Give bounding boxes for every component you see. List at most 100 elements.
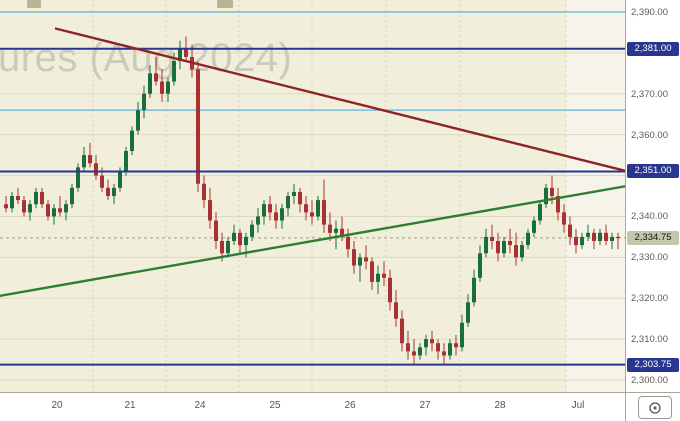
candle-body [550, 187, 554, 197]
axis-settings-button[interactable] [638, 396, 672, 419]
candle-body [100, 175, 104, 188]
price-tick: 2,310.00 [631, 334, 668, 346]
candle-body [400, 318, 404, 344]
time-tick: 27 [419, 400, 431, 411]
candle-body [358, 257, 362, 266]
candle-body [118, 171, 122, 188]
candle-body [226, 240, 230, 254]
price-tick: 2,390.00 [631, 7, 668, 18]
candle-body [130, 130, 134, 152]
candle-body [430, 339, 434, 344]
candle-body [592, 232, 596, 241]
candle-body [568, 224, 572, 237]
price-badge-230375: 2,303.75 [627, 357, 679, 372]
candle-body [364, 257, 368, 262]
candle-body [280, 208, 284, 221]
candle-body [160, 81, 164, 94]
candle-body [460, 322, 464, 348]
candle-body [184, 48, 188, 57]
candle-body [16, 196, 20, 201]
candle-body [562, 212, 566, 225]
price-tick: 2,360.00 [631, 129, 668, 141]
candle-body [526, 232, 530, 246]
candle-body [292, 191, 296, 197]
candle-body [76, 167, 80, 188]
candle-body [148, 73, 152, 94]
candle-body [220, 240, 224, 254]
candlestick-canvas[interactable] [0, 0, 625, 392]
chart-area[interactable]: ures (Aug 2024) [0, 0, 625, 392]
candle-body [388, 277, 392, 303]
candle-body [22, 200, 26, 213]
candle-body [490, 236, 494, 241]
candle-body [556, 196, 560, 213]
candle-body [442, 351, 446, 356]
candle-body [376, 273, 380, 282]
candle-body [214, 220, 218, 241]
candle-body [322, 200, 326, 225]
candle-body [508, 240, 512, 246]
candle-body [298, 191, 302, 205]
candle-body [352, 249, 356, 266]
ascending-trendline [0, 185, 625, 298]
candle-body [166, 81, 170, 94]
candle-body [346, 236, 350, 250]
price-badge-238100: 2,381.00 [627, 41, 679, 56]
candle-body [40, 191, 44, 205]
candle-body [304, 204, 308, 213]
candle-body [478, 253, 482, 278]
candle-body [154, 73, 158, 82]
candle-body [46, 204, 50, 217]
candle-body [124, 151, 128, 172]
candle-body [532, 220, 536, 233]
candle-body [208, 200, 212, 221]
candle-body [610, 236, 614, 241]
candle-body [394, 302, 398, 319]
candle-body [502, 240, 506, 254]
candle-body [94, 163, 98, 176]
cropped-text-fragment [217, 0, 233, 8]
candle-body [382, 273, 386, 278]
candle-body [250, 224, 254, 237]
candle-body [520, 245, 524, 258]
candle-body [586, 232, 590, 237]
time-tick: 28 [494, 400, 506, 411]
descending-trendline [54, 27, 625, 172]
candle-body [256, 216, 260, 225]
candle-body [10, 196, 14, 209]
candle-body [70, 187, 74, 205]
time-axis[interactable]: 20 21 24 25 26 27 28 Jul [0, 392, 625, 421]
candle-body [112, 187, 116, 197]
price-tick: 2,330.00 [631, 252, 668, 264]
candle-body [196, 69, 200, 184]
candle-body [262, 204, 266, 217]
candle-body [436, 343, 440, 352]
candle-body [58, 208, 62, 213]
watermark: ures (Aug 2024) [0, 36, 293, 80]
time-tick: 26 [344, 400, 356, 411]
time-tick: 21 [124, 400, 136, 411]
candle-body [4, 204, 8, 209]
candle-body [316, 200, 320, 217]
candle-body [484, 236, 488, 254]
candle-body [454, 343, 458, 348]
candle-body [412, 351, 416, 356]
candle-body [370, 261, 374, 282]
candle-body [52, 208, 56, 217]
candle-body [202, 183, 206, 201]
candle-body [604, 232, 608, 241]
candle-body [268, 204, 272, 213]
axis-corner [625, 392, 680, 421]
candle-body [310, 212, 314, 217]
candle-body [82, 155, 86, 168]
candle-body [514, 245, 518, 258]
price-axis[interactable]: 2,390.00 2,370.00 2,360.00 2,340.00 2,330.00… [625, 0, 680, 392]
candle-body [598, 232, 602, 241]
candle-body [580, 236, 584, 246]
candle-body [496, 240, 500, 254]
candle-body [172, 61, 176, 82]
candle-body [472, 277, 476, 303]
time-tick: 25 [269, 400, 281, 411]
candle-body [34, 191, 38, 205]
candle-body [466, 302, 470, 323]
